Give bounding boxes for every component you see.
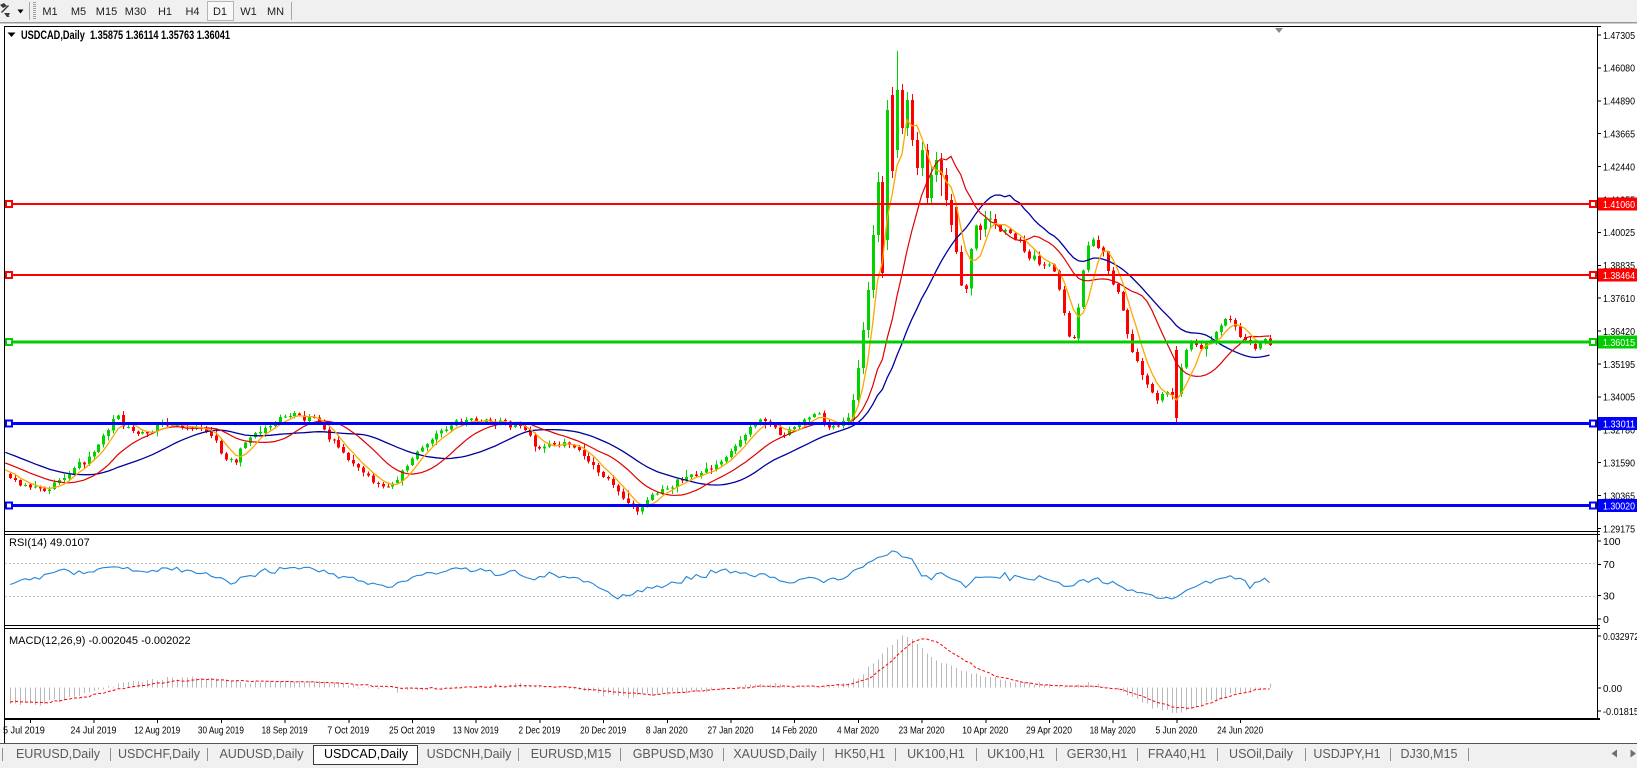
svg-text:12 Aug 2019: 12 Aug 2019	[134, 725, 180, 737]
svg-text:USDCNH,Daily: USDCNH,Daily	[427, 747, 512, 761]
svg-text:UK100,H1: UK100,H1	[907, 747, 965, 761]
svg-text:0: 0	[1603, 614, 1609, 626]
svg-text:1.41060: 1.41060	[1603, 199, 1635, 211]
svg-text:25 Oct 2019: 25 Oct 2019	[389, 725, 435, 737]
svg-text:GBPUSD,M30: GBPUSD,M30	[633, 747, 714, 761]
svg-text:USDCAD,Daily: USDCAD,Daily	[324, 747, 409, 761]
svg-text:1.36420: 1.36420	[1603, 326, 1635, 338]
svg-text:DJ30,M15: DJ30,M15	[1401, 747, 1458, 761]
svg-text:USDCHF,Daily: USDCHF,Daily	[118, 747, 201, 761]
svg-text:1.33011: 1.33011	[1603, 418, 1635, 430]
svg-text:1.44890: 1.44890	[1603, 96, 1635, 108]
svg-text:18 May 2020: 18 May 2020	[1090, 725, 1136, 737]
svg-text:HK50,H1: HK50,H1	[835, 747, 886, 761]
svg-text:1.29175: 1.29175	[1603, 523, 1635, 535]
svg-text:29 Apr 2020: 29 Apr 2020	[1026, 725, 1072, 737]
svg-text:AUDUSD,Daily: AUDUSD,Daily	[219, 747, 304, 761]
svg-text:1.35195: 1.35195	[1603, 359, 1635, 371]
svg-text:RSI(14) 49.0107: RSI(14) 49.0107	[9, 537, 90, 549]
svg-text:30: 30	[1603, 590, 1615, 602]
svg-text:70: 70	[1603, 559, 1615, 571]
svg-text:18 Sep 2019: 18 Sep 2019	[262, 725, 308, 737]
svg-text:M5: M5	[71, 6, 86, 18]
svg-text:H4: H4	[185, 6, 199, 18]
svg-text:30 Aug 2019: 30 Aug 2019	[198, 725, 244, 737]
svg-text:UK100,H1: UK100,H1	[987, 747, 1045, 761]
svg-text:14 Feb 2020: 14 Feb 2020	[771, 725, 817, 737]
svg-text:24 Jul 2019: 24 Jul 2019	[71, 725, 117, 737]
svg-text:24 Jun 2020: 24 Jun 2020	[1217, 725, 1263, 737]
svg-text:MN: MN	[267, 6, 284, 18]
svg-text:1.37610: 1.37610	[1603, 293, 1635, 305]
svg-text:M15: M15	[96, 6, 117, 18]
svg-text:FRA40,H1: FRA40,H1	[1148, 747, 1206, 761]
svg-text:USOil,Daily: USOil,Daily	[1229, 747, 1294, 761]
svg-text:MACD(12,26,9) -0.002045 -0.002: MACD(12,26,9) -0.002045 -0.002022	[9, 635, 191, 647]
svg-text:23 Mar 2020: 23 Mar 2020	[899, 725, 945, 737]
svg-text:10 Apr 2020: 10 Apr 2020	[962, 725, 1008, 737]
svg-text:-0.01815: -0.01815	[1603, 706, 1637, 718]
svg-text:M1: M1	[42, 6, 57, 18]
svg-text:4 Mar 2020: 4 Mar 2020	[837, 725, 879, 737]
svg-text:5 Jun 2020: 5 Jun 2020	[1156, 725, 1198, 737]
svg-text:0.032972: 0.032972	[1603, 631, 1637, 643]
svg-text:13 Nov 2019: 13 Nov 2019	[453, 725, 499, 737]
svg-text:XAUUSD,Daily: XAUUSD,Daily	[733, 747, 817, 761]
svg-text:2 Dec 2019: 2 Dec 2019	[519, 725, 561, 737]
svg-text:D1: D1	[213, 6, 227, 18]
svg-text:27 Jan 2020: 27 Jan 2020	[708, 725, 754, 737]
svg-text:H1: H1	[158, 6, 172, 18]
svg-text:8 Jan 2020: 8 Jan 2020	[646, 725, 688, 737]
svg-text:1.34005: 1.34005	[1603, 392, 1635, 404]
svg-text:0.00: 0.00	[1603, 683, 1622, 695]
svg-text:EURUSD,Daily: EURUSD,Daily	[16, 747, 101, 761]
svg-text:1.36015: 1.36015	[1603, 337, 1635, 349]
svg-text:1.47305: 1.47305	[1603, 30, 1635, 42]
svg-text:USDCAD,Daily 1.35875 1.36114: USDCAD,Daily 1.35875 1.36114 1.35763 1.3…	[21, 28, 230, 42]
svg-text:USDJPY,H1: USDJPY,H1	[1313, 747, 1380, 761]
svg-text:GER30,H1: GER30,H1	[1067, 747, 1127, 761]
svg-text:W1: W1	[240, 6, 257, 18]
svg-text:7 Oct 2019: 7 Oct 2019	[327, 725, 369, 737]
svg-text:1.43665: 1.43665	[1603, 129, 1635, 141]
svg-text:EURUSD,M15: EURUSD,M15	[531, 747, 612, 761]
svg-text:1.40025: 1.40025	[1603, 227, 1635, 239]
svg-text:M30: M30	[125, 6, 146, 18]
svg-text:1.31590: 1.31590	[1603, 458, 1635, 470]
svg-text:1.42440: 1.42440	[1603, 161, 1635, 173]
svg-text:100: 100	[1603, 536, 1621, 548]
svg-text:5 Jul 2019: 5 Jul 2019	[3, 725, 45, 737]
svg-text:20 Dec 2019: 20 Dec 2019	[580, 725, 626, 737]
svg-text:1.30020: 1.30020	[1603, 500, 1635, 512]
svg-text:1.38464: 1.38464	[1603, 270, 1635, 282]
svg-text:1.46080: 1.46080	[1603, 63, 1635, 75]
